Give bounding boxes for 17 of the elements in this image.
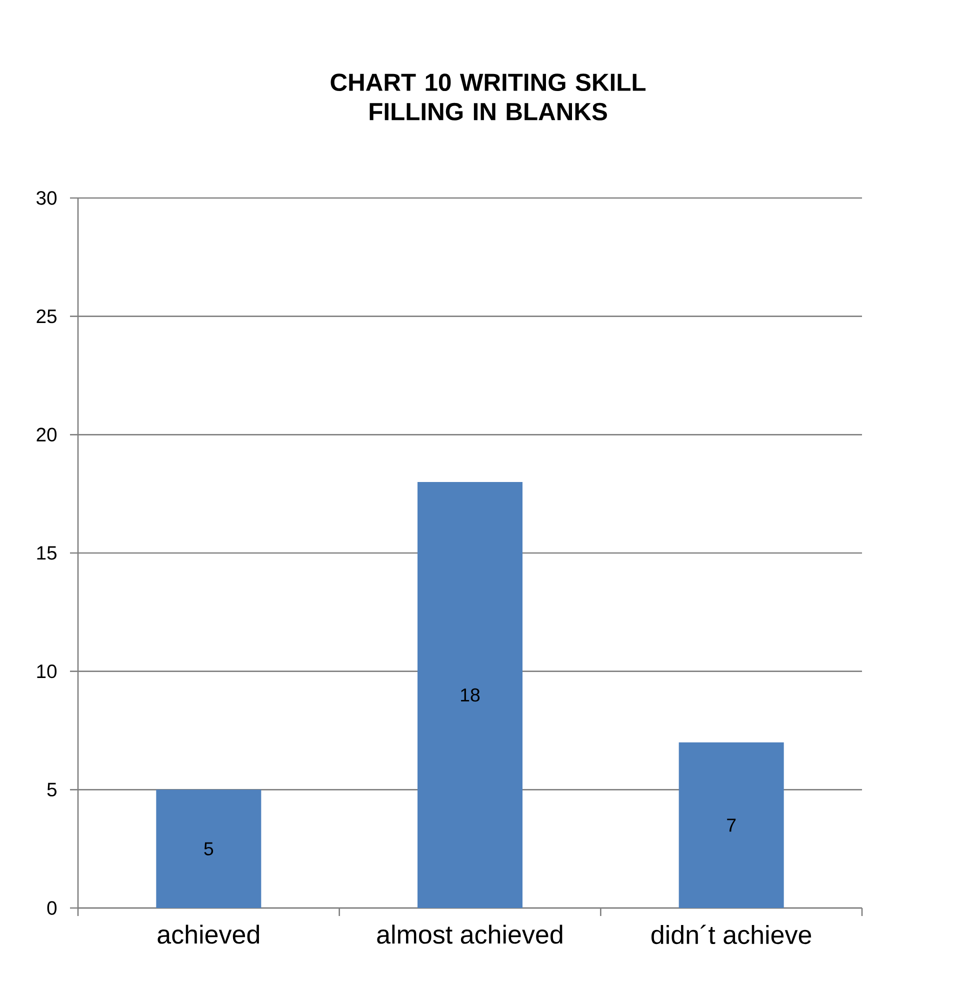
- x-tick-label: almost achieved: [377, 924, 562, 944]
- x-tick-label: achieved: [158, 924, 259, 944]
- y-tick-label: 0: [47, 901, 57, 915]
- y-tick-label: 15: [37, 546, 56, 560]
- bar: [678, 742, 784, 908]
- y-tick-label: 5: [47, 782, 56, 796]
- data-label: 18: [461, 688, 480, 702]
- y-tick-label: 10: [37, 664, 57, 678]
- bar: [156, 790, 262, 908]
- data-label: 5: [204, 842, 214, 856]
- data-label: 7: [727, 818, 736, 832]
- y-tick-label: 30: [36, 191, 57, 205]
- chart-title: CHART 10 WRITING SKILL FILLING IN BLANKS: [330, 74, 646, 120]
- bar: [418, 482, 523, 908]
- y-tick-label: 25: [36, 309, 56, 324]
- y-tick-label: 20: [36, 428, 57, 442]
- x-tick-label: didn´t achieve: [651, 924, 812, 944]
